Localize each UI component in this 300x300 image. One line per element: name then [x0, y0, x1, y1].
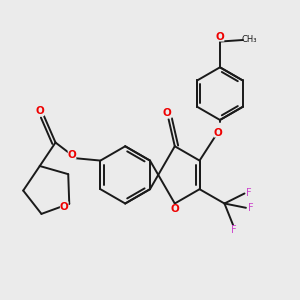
- Text: O: O: [171, 204, 179, 214]
- Text: CH₃: CH₃: [242, 35, 257, 44]
- Text: O: O: [214, 128, 223, 137]
- Text: O: O: [163, 109, 171, 118]
- Text: O: O: [35, 106, 44, 116]
- Text: O: O: [68, 150, 76, 160]
- Text: F: F: [231, 225, 236, 235]
- Text: F: F: [246, 188, 252, 198]
- Text: O: O: [216, 32, 224, 42]
- Text: O: O: [60, 202, 69, 212]
- Text: F: F: [248, 203, 254, 213]
